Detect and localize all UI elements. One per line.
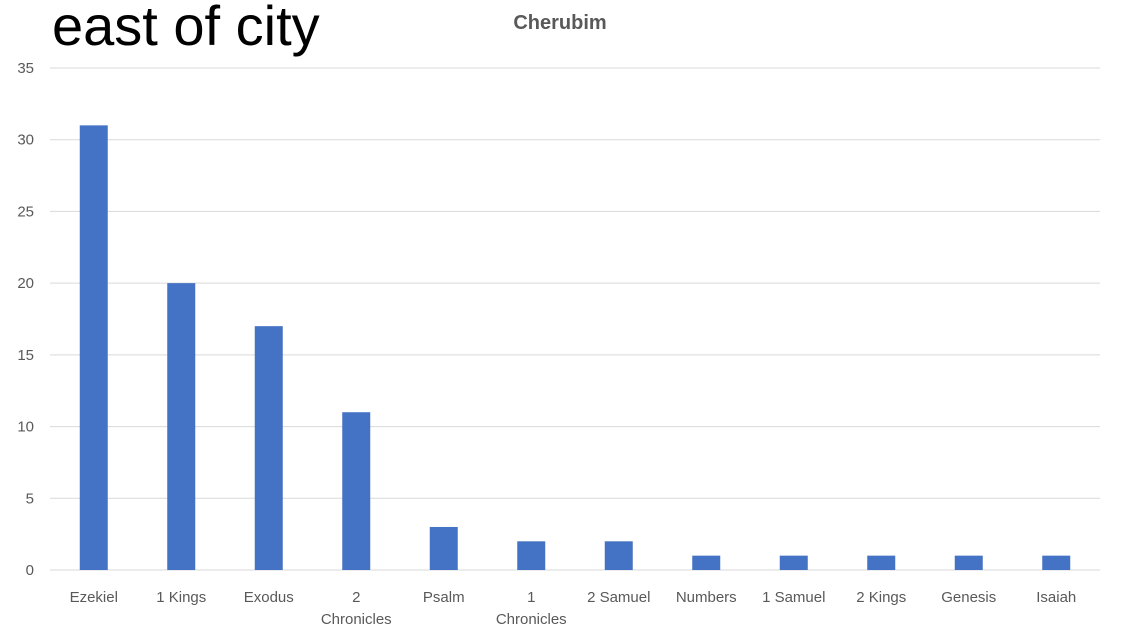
x-tick-label: Numbers	[676, 589, 737, 606]
x-tick-label: Isaiah	[1036, 589, 1076, 606]
x-tick-label: 1 Samuel	[762, 589, 825, 606]
y-tick-label: 15	[17, 347, 34, 364]
x-tick-label: Genesis	[941, 589, 996, 606]
bar	[429, 526, 458, 570]
y-tick-label: 0	[26, 562, 34, 579]
bar	[954, 555, 983, 570]
bar	[517, 541, 546, 570]
bar	[604, 541, 633, 570]
x-tick-label: Chronicles	[321, 611, 392, 628]
bar	[342, 412, 371, 570]
x-tick-label: 2	[352, 589, 360, 606]
x-tick-label: 1	[527, 589, 535, 606]
chart-title: Cherubim	[513, 12, 607, 34]
bar	[1042, 555, 1071, 570]
y-tick-label: 10	[17, 419, 34, 436]
x-tick-label: 2 Kings	[856, 589, 906, 606]
bar	[254, 326, 283, 570]
x-tick-label: Exodus	[244, 589, 294, 606]
bar	[692, 555, 721, 570]
y-tick-label: 30	[17, 132, 34, 149]
y-tick-label: 25	[17, 203, 34, 220]
bar	[79, 125, 108, 570]
bar	[867, 555, 896, 570]
bar	[779, 555, 808, 570]
x-tick-label: Psalm	[423, 589, 465, 606]
slide-title: east of city	[52, 0, 320, 57]
x-tick-label: 1 Kings	[156, 589, 206, 606]
x-tick-label: Chronicles	[496, 611, 567, 628]
y-tick-label: 35	[17, 60, 34, 77]
y-tick-label: 5	[26, 490, 34, 507]
y-tick-label: 20	[17, 275, 34, 292]
x-tick-label: 2 Samuel	[587, 589, 650, 606]
x-tick-label: Ezekiel	[70, 589, 118, 606]
bar	[167, 283, 196, 570]
